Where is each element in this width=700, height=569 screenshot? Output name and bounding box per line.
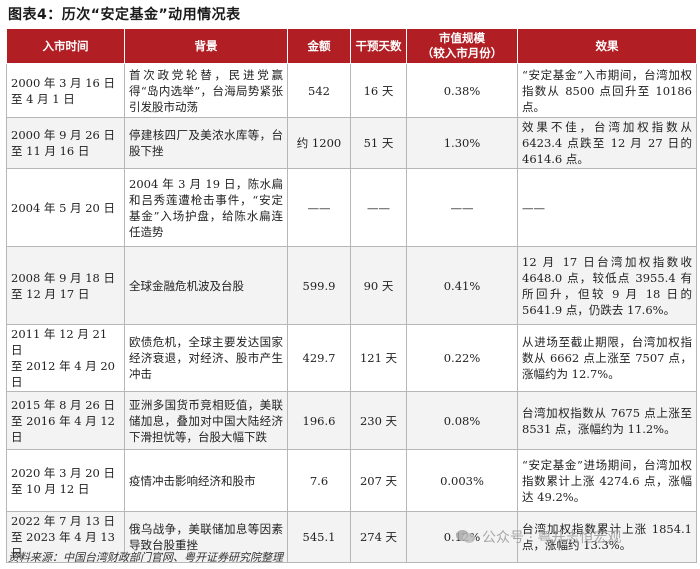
figure-title: 图表4：历次“安定基金”动用情况表 xyxy=(8,7,241,23)
cell-background: 俄乌战争，美联储加息等因素导致台股重挫 xyxy=(124,511,288,563)
cell-effect: “安定基金”入市期间，台湾加权指数从 8500 点回升至 10186 点。 xyxy=(517,63,697,118)
cell-entry-date: 2020 年 3 月 20 日 至 10 月 12 日 xyxy=(6,449,125,512)
cell-days: 230 天 xyxy=(350,391,407,450)
cell-market-cap-ratio: 1.30% xyxy=(406,117,518,169)
cell-effect: 效果不佳，台湾加权指数从 6423.4 点跌至 12 月 27 日的 4614.… xyxy=(517,117,697,169)
cell-amount: 196.6 xyxy=(287,391,351,450)
cell-entry-date: 2022 年 7 月 13 日 至 2023 年 4 月 13 日 xyxy=(6,511,125,563)
header-amount: 金额 xyxy=(287,28,351,64)
table-row: 2000 年 9 月 26 日 至 11 月 16 日停建核四厂及美浓水库等，台… xyxy=(6,117,697,169)
wechat-icon xyxy=(456,529,476,545)
table-row: 2004 年 5 月 20 日 2004 年 3 月 19 日，陈水扁和吕秀莲遭枪… xyxy=(6,168,697,247)
cell-amount: 545.1 xyxy=(287,511,351,563)
cell-entry-date: 2004 年 5 月 20 日 xyxy=(6,168,125,247)
cell-effect: 从进场至截止期限，台湾加权指数从 6662 点上涨至 7507 点，涨幅约为 1… xyxy=(517,324,697,392)
cell-entry-date: 2015 年 8 月 26 日 至 2016 年 4 月 12 日 xyxy=(6,391,125,450)
cell-background: 疫情冲击影响经济和股市 xyxy=(124,449,288,512)
header-intervention-days: 干预天数 xyxy=(350,28,407,64)
cell-effect: “安定基金”进场期间，台湾加权指数累计上涨 4274.6 点，涨幅达 49.2%… xyxy=(517,449,697,512)
table-row: 2020 年 3 月 20 日 至 10 月 12 日疫情冲击影响经济和股市 7.… xyxy=(6,449,697,512)
cell-effect: 台湾加权指数累计上涨 1854.1 点，涨幅约 13.3%。 xyxy=(517,511,697,563)
cell-market-cap-ratio: 0.38% xyxy=(406,63,518,118)
cell-days: 16 天 xyxy=(350,63,407,118)
cell-amount: 7.6 xyxy=(287,449,351,512)
cell-market-cap-ratio: —— xyxy=(406,168,518,247)
stability-fund-table: 入市时间 背景 金额 干预天数 市值规模 （较入市月份） 效果 2000 年 3… xyxy=(6,28,697,563)
cell-days: 51 天 xyxy=(350,117,407,169)
cell-entry-date: 2011 年 12 月 21 日 至 2012 年 4 月 20 日 xyxy=(6,324,125,392)
cell-market-cap-ratio: 0.003% xyxy=(406,449,518,512)
cell-market-cap-ratio: 0.41% xyxy=(406,246,518,325)
cell-background: 全球金融危机波及台股 xyxy=(124,246,288,325)
cell-background: 欧债危机，全球主要发达国家经济衰退，对经济、股市产生冲击 xyxy=(124,324,288,392)
cell-background: 亚洲多国货币竞相贬值，美联储加息，叠加对中国大陆经济下滑担忧等，台股大幅下跌 xyxy=(124,391,288,450)
header-effect: 效果 xyxy=(517,28,697,64)
cell-days: 121 天 xyxy=(350,324,407,392)
cell-effect: 台湾加权指数从 7675 点上涨至 8531 点，涨幅约为 11.2%。 xyxy=(517,391,697,450)
cell-amount: 542 xyxy=(287,63,351,118)
cell-amount: 599.9 xyxy=(287,246,351,325)
table-row: 2011 年 12 月 21 日 至 2012 年 4 月 20 日欧债危机，全… xyxy=(6,324,697,392)
cell-market-cap-ratio: 0.08% xyxy=(406,391,518,450)
source-note: 资料来源：中国台湾财政部门官网、粤开证券研究院整理 xyxy=(8,551,283,564)
header-market-cap-ratio: 市值规模 （较入市月份） xyxy=(406,28,518,64)
cell-market-cap-ratio: 0.22% xyxy=(406,324,518,392)
cell-background: 首次政党轮替，民进党赢得“岛内选举”，台海局势紧张引发股市动荡 xyxy=(124,63,288,118)
cell-market-cap-ratio: 0.12% xyxy=(406,511,518,563)
cell-effect: —— xyxy=(517,168,697,247)
table-row: 2000 年 3 月 16 日 至 4 月 1 日首次政党轮替，民进党赢得“岛内… xyxy=(6,63,697,118)
cell-days: 207 天 xyxy=(350,449,407,512)
header-entry-date: 入市时间 xyxy=(6,28,125,64)
cell-effect: 12 月 17 日台湾加权指数收 4648.0 点，较低点 3955.4 有所回… xyxy=(517,246,697,325)
cell-entry-date: 2000 年 9 月 26 日 至 11 月 16 日 xyxy=(6,117,125,169)
cell-days: 90 天 xyxy=(350,246,407,325)
table-row: 2015 年 8 月 26 日 至 2016 年 4 月 12 日亚洲多国货币竞… xyxy=(6,391,697,450)
watermark-text: 公众号 · 粤开志恒宏观 xyxy=(482,530,622,546)
cell-days: —— xyxy=(350,168,407,247)
cell-entry-date: 2008 年 9 月 18 日 至 12 月 17 日 xyxy=(6,246,125,325)
cell-amount: 约 1200 xyxy=(287,117,351,169)
cell-entry-date: 2000 年 3 月 16 日 至 4 月 1 日 xyxy=(6,63,125,118)
table-row: 2022 年 7 月 13 日 至 2023 年 4 月 13 日俄乌战争，美联… xyxy=(6,511,697,563)
cell-days: 274 天 xyxy=(350,511,407,563)
cell-amount: 429.7 xyxy=(287,324,351,392)
header-background: 背景 xyxy=(124,28,288,64)
cell-amount: —— xyxy=(287,168,351,247)
cell-background: 2004 年 3 月 19 日，陈水扁和吕秀莲遭枪击事件，“安定基金”入场护盘，… xyxy=(124,168,288,247)
table-header-row: 入市时间 背景 金额 干预天数 市值规模 （较入市月份） 效果 xyxy=(6,28,697,64)
cell-background: 停建核四厂及美浓水库等，台股下挫 xyxy=(124,117,288,169)
table-row: 2008 年 9 月 18 日 至 12 月 17 日全球金融危机波及台股 599… xyxy=(6,246,697,325)
watermark: 公众号 · 粤开志恒宏观 xyxy=(456,527,621,547)
